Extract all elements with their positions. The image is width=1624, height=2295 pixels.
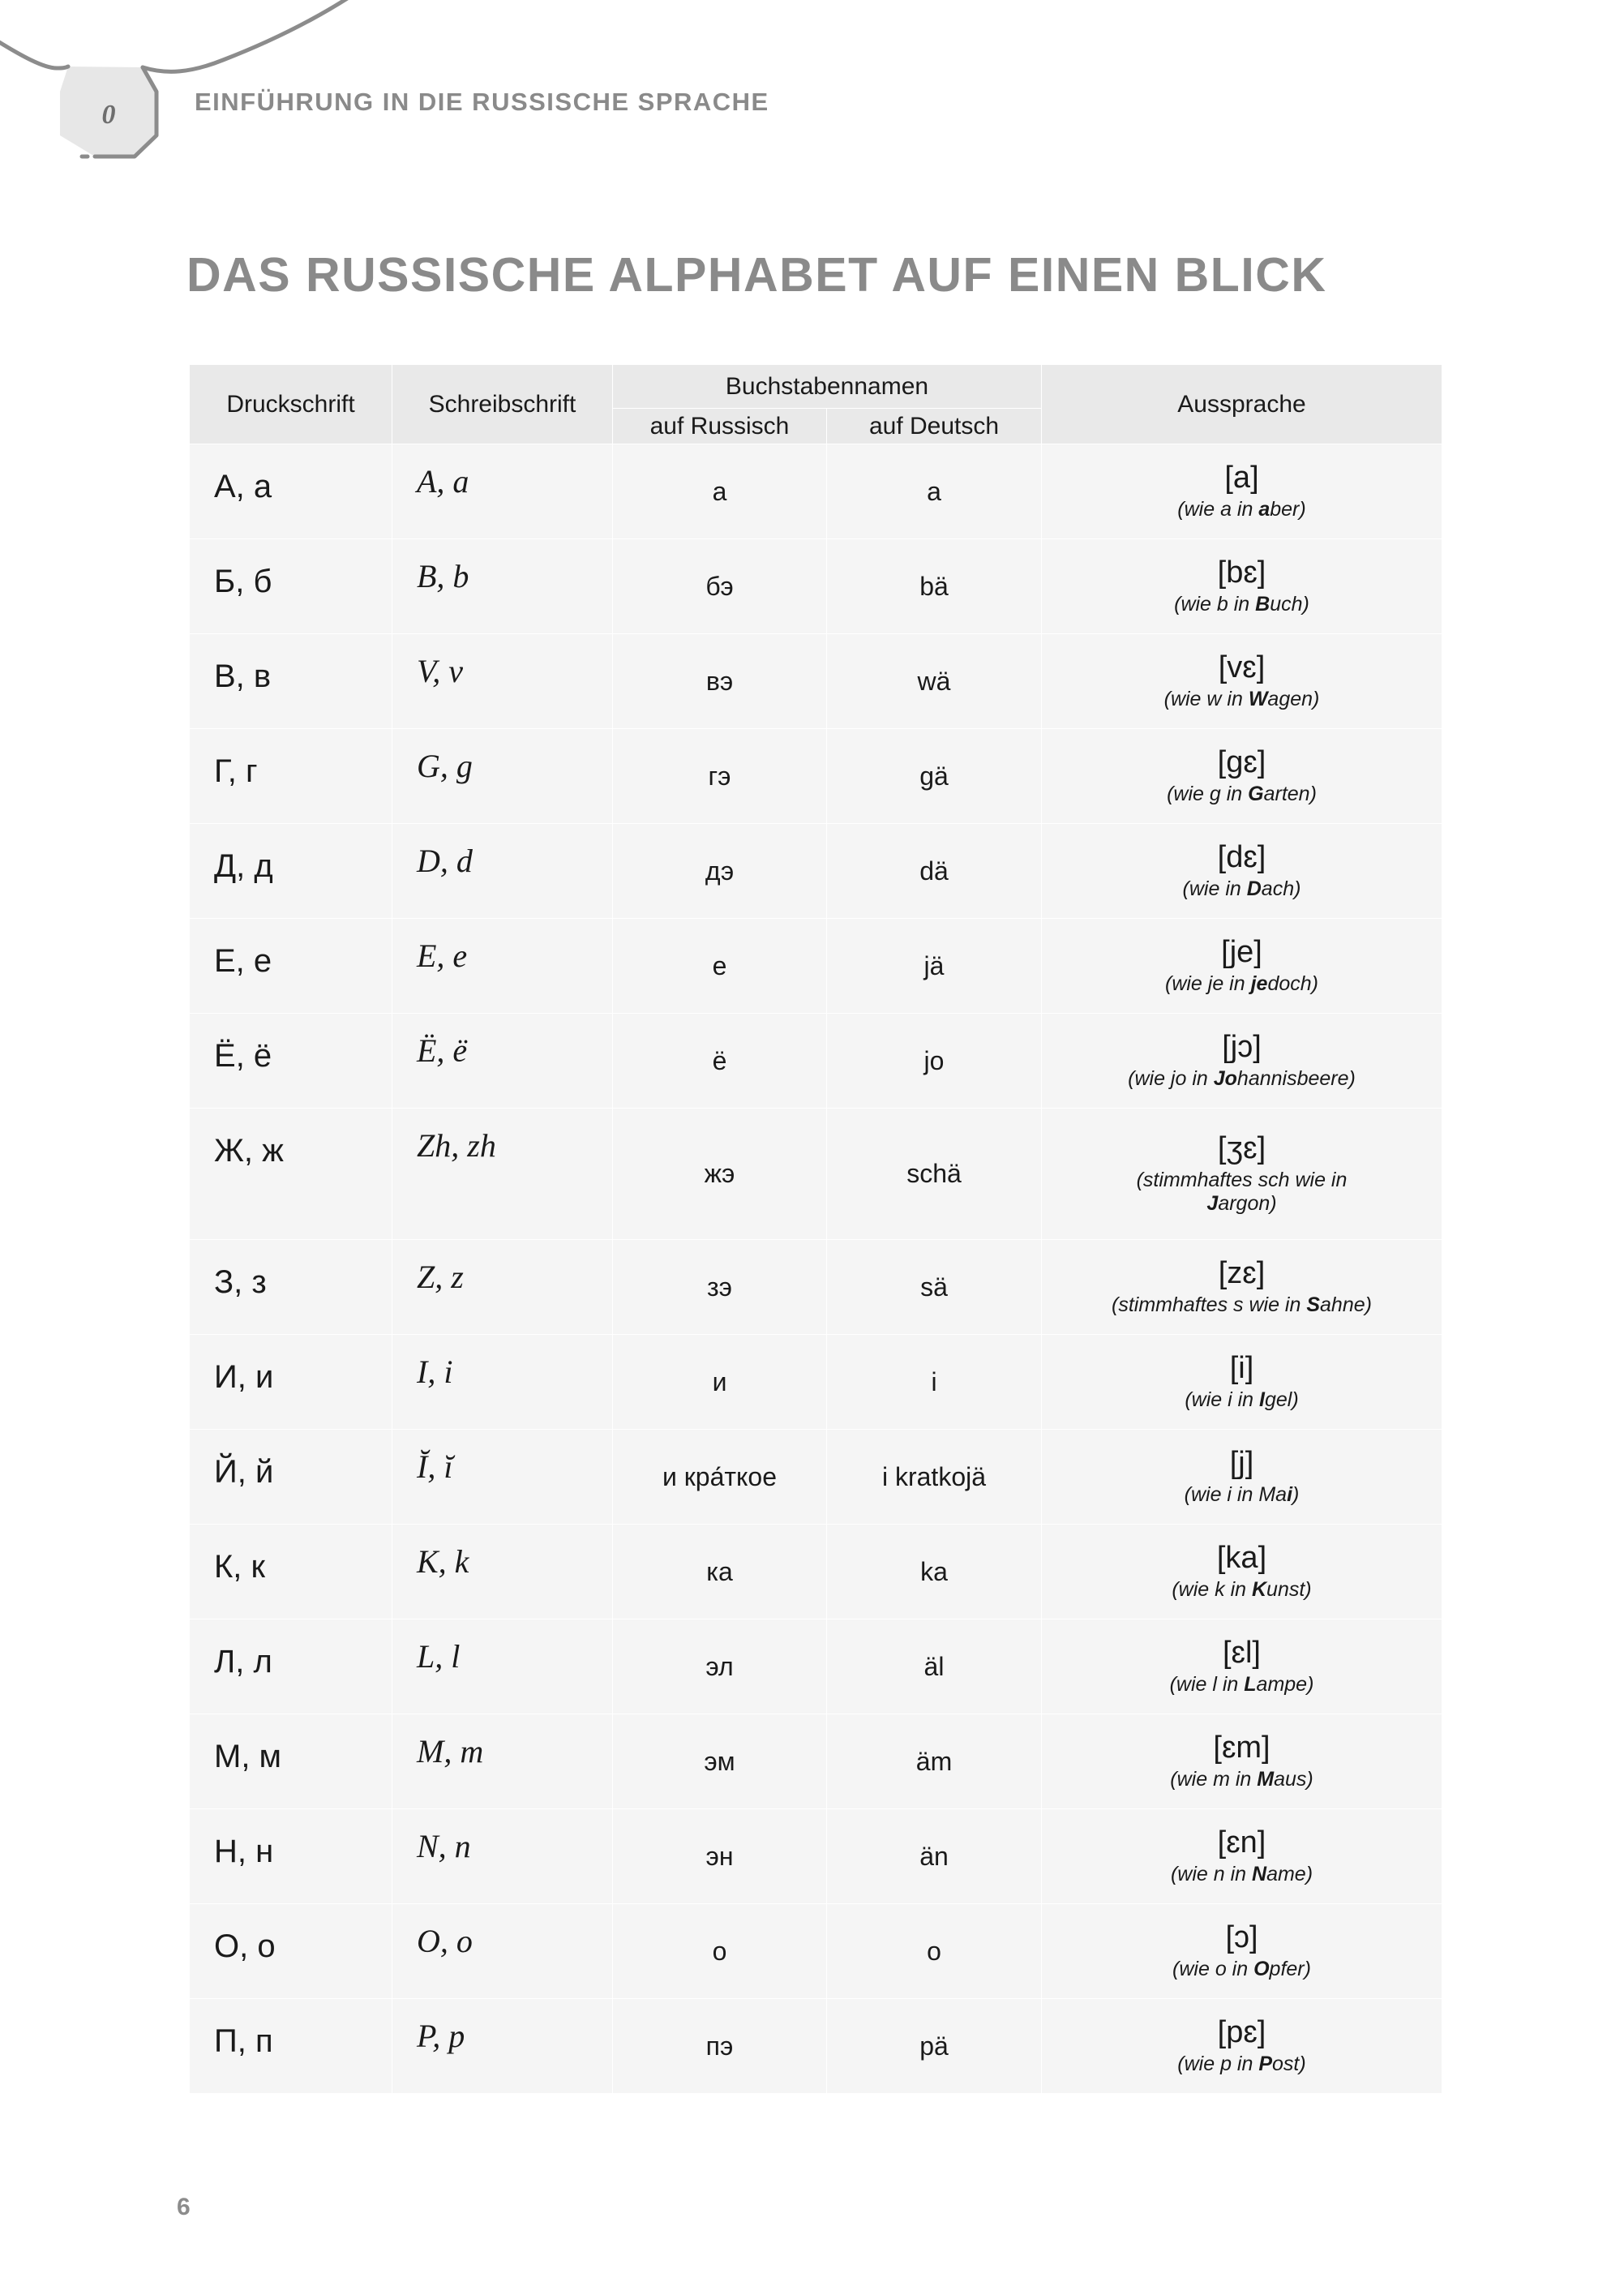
svg-text:0: 0 xyxy=(102,100,116,130)
